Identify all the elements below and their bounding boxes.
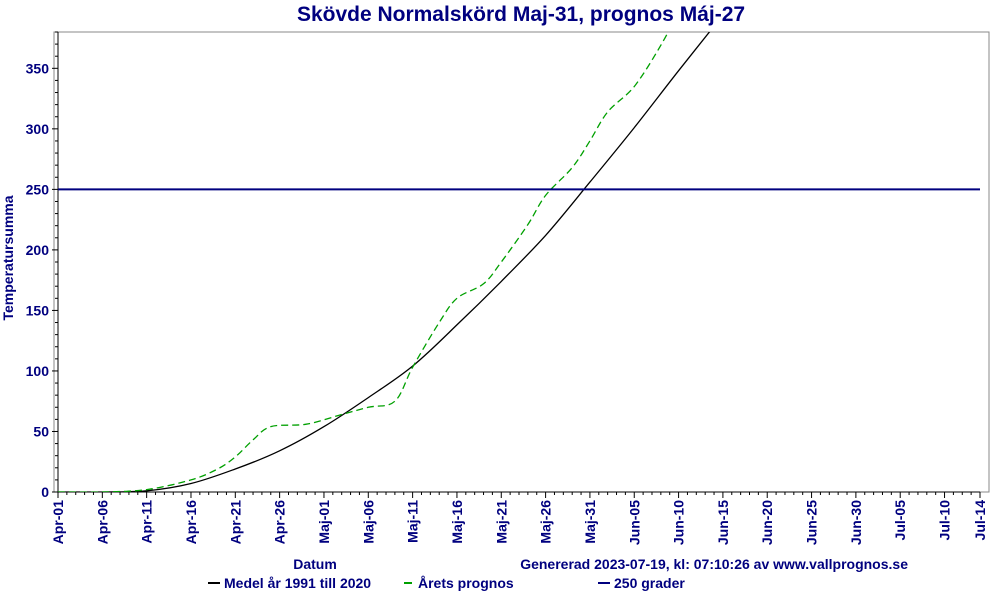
x-tick-label: Maj-16	[449, 500, 465, 544]
x-tick-label: Jun-15	[715, 500, 731, 545]
series-line-0	[58, 32, 711, 492]
legend-label-0: Medel år 1991 till 2020	[224, 575, 371, 591]
plot-frame	[53, 31, 990, 493]
x-tick-label: Maj-21	[493, 500, 509, 544]
chart-title: Skövde Normalskörd Maj-31, prognos Máj-2…	[297, 3, 745, 26]
y-axis: 0 50 100 150 200 250 300 350	[26, 31, 59, 500]
y-tick-label: 300	[26, 121, 50, 137]
x-tick-label: Apr-01	[50, 500, 66, 545]
x-tick-label: Maj-06	[360, 500, 376, 544]
x-axis: Apr-01 Apr-06 Apr-11 Apr-16 Apr-21 Apr-26 Maj-…	[50, 491, 988, 545]
x-tick-label: Apr-16	[183, 500, 199, 545]
y-tick-label: 0	[41, 484, 49, 500]
x-tick-label: Apr-21	[227, 500, 243, 545]
x-tick-label: Maj-01	[316, 500, 332, 544]
x-axis-label: Datum	[293, 556, 337, 572]
x-tick-label: Jun-25	[804, 500, 820, 545]
legend: Medel år 1991 till 2020 Årets prognos 250 …	[208, 575, 685, 591]
series-layer	[58, 32, 980, 492]
y-tick-label: 100	[26, 363, 50, 379]
y-axis-label: Temperatursumma	[0, 195, 16, 320]
y-tick-label: 200	[26, 242, 50, 258]
y-tick-label: 250	[26, 181, 50, 197]
x-tick-label: Jul-10	[937, 500, 953, 541]
y-tick-label: 350	[26, 60, 50, 76]
legend-label-2: 250 grader	[614, 575, 685, 591]
generated-note: Genererad 2023-07-19, kl: 07:10:26 av ww…	[520, 556, 908, 572]
x-tick-label: Maj-31	[582, 500, 598, 544]
x-tick-label: Apr-06	[94, 500, 110, 545]
series-line-1	[58, 32, 669, 492]
x-tick-label: Jun-20	[759, 500, 775, 545]
x-tick-label: Jun-05	[626, 500, 642, 545]
x-tick-label: Jun-10	[671, 500, 687, 545]
y-tick-label: 150	[26, 302, 50, 318]
y-tick-label: 50	[33, 423, 49, 439]
x-tick-label: Apr-26	[272, 500, 288, 545]
x-tick-label: Maj-11	[405, 500, 421, 543]
x-tick-label: Jun-30	[848, 500, 864, 545]
x-tick-label: Jul-05	[892, 500, 908, 541]
x-tick-label: Maj-26	[538, 500, 554, 544]
plot-area: 0 50 100 150 200 250 300 350 Apr-01 Apr-06 Apr-11…	[26, 31, 990, 545]
legend-label-1: Årets prognos	[418, 575, 514, 591]
x-tick-label: Jul-14	[972, 500, 988, 541]
x-tick-label: Apr-11	[139, 500, 155, 544]
